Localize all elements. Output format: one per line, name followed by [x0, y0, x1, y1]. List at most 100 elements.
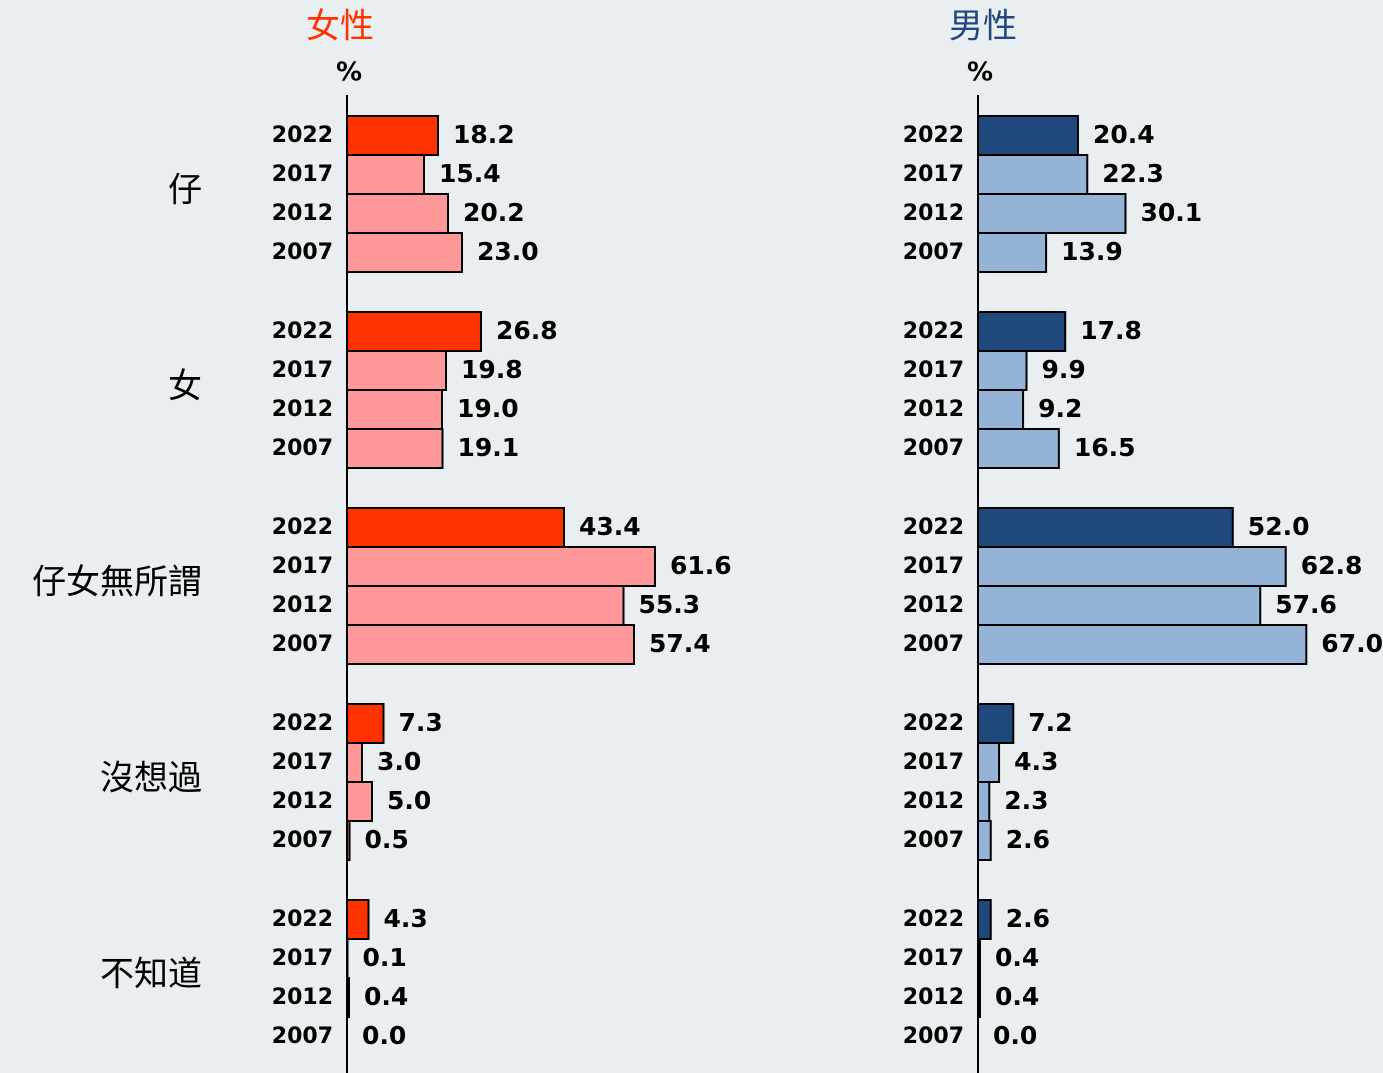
year-label: 2007 — [903, 1024, 964, 1049]
bar — [977, 977, 981, 1018]
value-label: 9.2 — [1038, 394, 1082, 423]
bar — [346, 546, 656, 587]
value-label: 22.3 — [1102, 159, 1164, 188]
bar — [346, 585, 625, 626]
value-label: 19.1 — [458, 433, 520, 462]
year-label: 2022 — [903, 515, 964, 540]
value-label: 15.4 — [439, 159, 501, 188]
value-label: 16.5 — [1074, 433, 1136, 462]
bar — [346, 507, 565, 548]
year-label: 2007 — [903, 632, 964, 657]
value-label: 0.1 — [363, 943, 407, 972]
bar — [977, 232, 1048, 273]
bar — [977, 546, 1287, 587]
bar — [977, 624, 1308, 665]
year-label: 2012 — [272, 789, 333, 814]
year-label: 2022 — [903, 907, 964, 932]
value-label: 57.4 — [649, 629, 711, 658]
bar — [977, 193, 1127, 234]
year-label: 2012 — [272, 397, 333, 422]
bar — [346, 115, 439, 156]
bar — [977, 311, 1067, 352]
value-label: 19.8 — [461, 355, 523, 384]
axis-label: % — [967, 58, 993, 88]
value-label: 9.9 — [1042, 355, 1086, 384]
bar — [346, 154, 425, 195]
year-label: 2022 — [272, 515, 333, 540]
year-label: 2022 — [272, 907, 333, 932]
bar — [346, 389, 443, 430]
value-label: 26.8 — [496, 316, 558, 345]
value-label: 20.4 — [1093, 120, 1155, 149]
bar — [977, 389, 1025, 430]
value-label: 18.2 — [453, 120, 515, 149]
year-label: 2022 — [272, 319, 333, 344]
bar — [977, 820, 992, 861]
year-label: 2017 — [903, 554, 964, 579]
axis-label: % — [336, 58, 362, 88]
year-label: 2017 — [903, 358, 964, 383]
value-label: 2.6 — [1006, 825, 1050, 854]
year-label: 2012 — [903, 789, 964, 814]
year-label: 2022 — [272, 123, 333, 148]
year-label: 2007 — [903, 436, 964, 461]
category-label: 不知道 — [100, 955, 202, 995]
value-label: 67.0 — [1321, 629, 1383, 658]
value-label: 62.8 — [1301, 551, 1363, 580]
chart-title: 女性 — [306, 7, 374, 47]
category-label: 仔 — [168, 171, 202, 211]
bar — [346, 350, 447, 391]
year-label: 2017 — [272, 946, 333, 971]
bar — [977, 703, 1015, 744]
year-label: 2022 — [903, 319, 964, 344]
bar — [977, 507, 1234, 548]
year-label: 2007 — [903, 240, 964, 265]
year-label: 2022 — [272, 711, 333, 736]
year-label: 2007 — [903, 828, 964, 853]
value-label: 30.1 — [1140, 198, 1202, 227]
bar — [346, 742, 363, 783]
bar — [346, 232, 463, 273]
bar — [346, 624, 635, 665]
value-label: 17.8 — [1080, 316, 1142, 345]
value-label: 4.3 — [384, 904, 428, 933]
value-label: 2.3 — [1004, 786, 1048, 815]
bar — [977, 781, 991, 822]
value-label: 20.2 — [463, 198, 525, 227]
category-label: 女 — [168, 367, 202, 407]
year-label: 2017 — [272, 358, 333, 383]
year-label: 2012 — [903, 593, 964, 618]
bar — [977, 585, 1262, 626]
year-label: 2022 — [903, 711, 964, 736]
year-label: 2017 — [272, 162, 333, 187]
year-label: 2012 — [272, 593, 333, 618]
value-label: 7.2 — [1028, 708, 1072, 737]
value-label: 57.6 — [1275, 590, 1337, 619]
value-label: 43.4 — [579, 512, 641, 541]
value-label: 19.0 — [457, 394, 519, 423]
bar — [977, 428, 1060, 469]
year-label: 2017 — [903, 946, 964, 971]
year-label: 2012 — [903, 985, 964, 1010]
value-label: 0.4 — [995, 982, 1039, 1011]
value-label: 3.0 — [377, 747, 421, 776]
category-label: 沒想過 — [100, 759, 202, 799]
year-label: 2007 — [272, 436, 333, 461]
bar — [977, 938, 981, 979]
year-label: 2017 — [903, 162, 964, 187]
value-label: 0.0 — [993, 1021, 1037, 1050]
year-label: 2012 — [272, 985, 333, 1010]
value-label: 0.0 — [362, 1021, 406, 1050]
bar — [346, 781, 373, 822]
year-label: 2012 — [272, 201, 333, 226]
bar — [977, 899, 992, 940]
value-label: 13.9 — [1061, 237, 1123, 266]
year-label: 2007 — [272, 240, 333, 265]
value-label: 0.4 — [364, 982, 408, 1011]
value-label: 7.3 — [399, 708, 443, 737]
value-label: 0.4 — [995, 943, 1039, 972]
year-label: 2017 — [903, 750, 964, 775]
year-label: 2017 — [272, 554, 333, 579]
value-label: 4.3 — [1014, 747, 1058, 776]
